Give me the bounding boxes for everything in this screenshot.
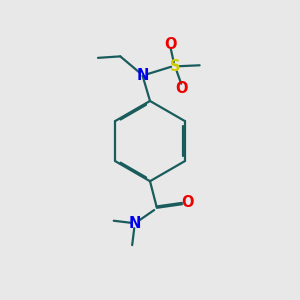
Text: S: S [170, 59, 181, 74]
Text: O: O [182, 195, 194, 210]
Text: N: N [136, 68, 149, 83]
Text: O: O [175, 81, 188, 96]
Text: N: N [129, 216, 141, 231]
Text: O: O [165, 37, 177, 52]
